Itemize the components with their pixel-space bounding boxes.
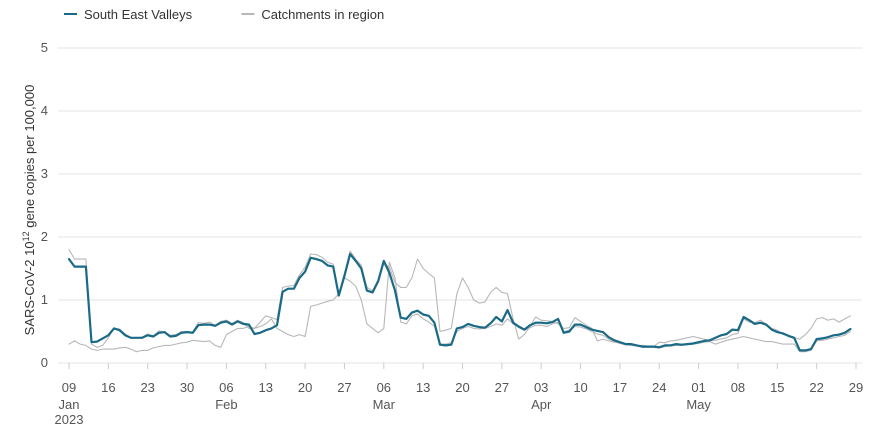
- series-line-catchment: [68, 249, 851, 348]
- gridlines: [58, 47, 862, 364]
- x-tick-label: 30: [180, 380, 194, 395]
- x-tick-label: 29: [849, 380, 863, 395]
- x-tick-sublabel: 2023: [55, 412, 84, 424]
- x-tick-sublabel: Mar: [373, 397, 396, 412]
- x-tick-label: 16: [101, 380, 115, 395]
- x-tick-sublabel: Feb: [215, 397, 237, 412]
- y-tick-label: 3: [41, 166, 48, 181]
- y-tick-label: 0: [41, 355, 48, 370]
- y-tick-label: 5: [41, 40, 48, 55]
- y-axis: 0 1 2 3 4 5: [41, 40, 48, 370]
- legend-label: Catchments in region: [261, 7, 384, 22]
- x-tick-label: 09: [62, 380, 76, 395]
- y-tick-label: 1: [41, 292, 48, 307]
- x-tick-label: 20: [298, 380, 312, 395]
- x-tick-label: 15: [770, 380, 784, 395]
- y-tick-label: 2: [41, 229, 48, 244]
- x-tick-label: 17: [613, 380, 627, 395]
- x-tick-label: 06: [219, 380, 233, 395]
- legend: South East Valleys Catchments in region: [64, 7, 384, 22]
- x-tick-label: 06: [377, 380, 391, 395]
- x-tick-label: 13: [259, 380, 273, 395]
- x-tick-label: 27: [495, 380, 509, 395]
- x-tick-label: 13: [416, 380, 430, 395]
- x-tick-label: 03: [534, 380, 548, 395]
- x-tick-label: 08: [731, 380, 745, 395]
- legend-label: South East Valleys: [84, 7, 193, 22]
- x-tick-sublabel: May: [686, 397, 711, 412]
- x-tick-sublabel: Jan: [59, 397, 80, 412]
- x-tick-sublabel: Apr: [531, 397, 552, 412]
- y-axis-label: SARS-CoV-2 1012 gene copies per 100,000: [21, 85, 37, 336]
- series-line-south-east-valleys: [67, 252, 852, 352]
- x-tick-label: 20: [455, 380, 469, 395]
- y-tick-label: 4: [41, 103, 48, 118]
- series-line-catchment: [68, 261, 851, 353]
- series-lines: [67, 249, 852, 353]
- x-tick-label: 27: [337, 380, 351, 395]
- x-tick-label: 23: [140, 380, 154, 395]
- x-tick-label: 24: [652, 380, 666, 395]
- x-tick-label: 22: [809, 380, 823, 395]
- x-tick-label: 10: [573, 380, 587, 395]
- x-tick-label: 01: [691, 380, 705, 395]
